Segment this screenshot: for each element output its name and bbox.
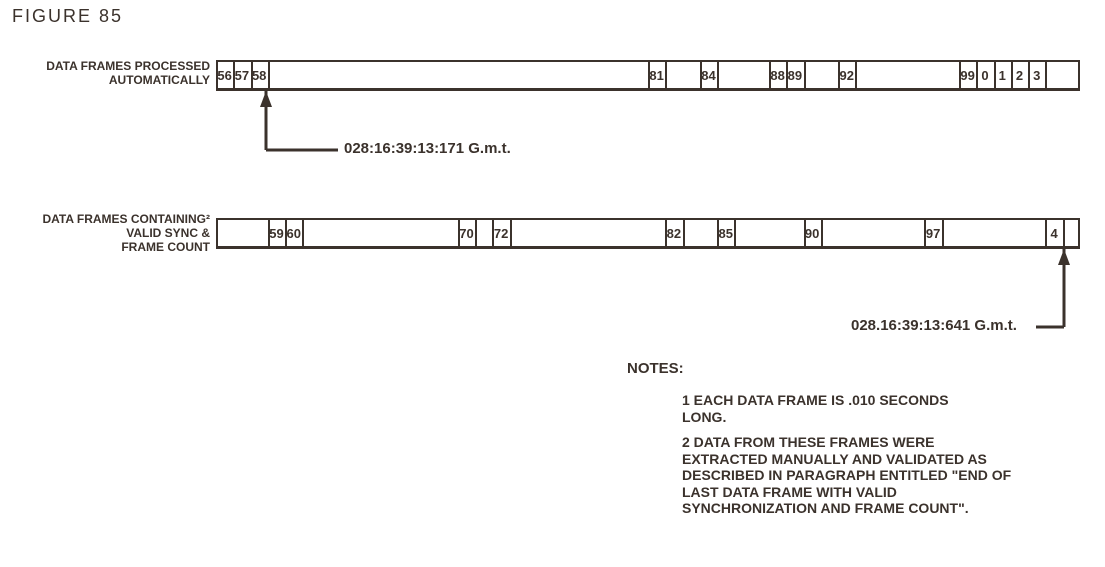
frame-cell: 97 (924, 218, 941, 249)
note-1: 1 EACH DATA FRAME IS .010 SECONDS LONG. (682, 392, 982, 425)
timeline-rule-bottom (216, 246, 1080, 249)
frame-cell: 57 (233, 60, 250, 91)
frame-cell: 89 (786, 60, 803, 91)
frame-cell: 90 (804, 218, 821, 249)
row-label-valid: DATA FRAMES CONTAINING²VALID SYNC &FRAME… (0, 213, 210, 254)
frame-cell: 70 (458, 218, 475, 249)
frame-cell: 0 (976, 60, 993, 91)
frame-cell: 60 (285, 218, 302, 249)
timeline-tick (302, 218, 304, 249)
timeline-tick (717, 60, 719, 91)
frame-cell: 92 (838, 60, 855, 91)
frame-cell: 3 (1028, 60, 1045, 91)
timeline-tick (942, 218, 944, 249)
frame-cell: 99 (959, 60, 976, 91)
frame-cell: 4 (1045, 218, 1062, 249)
row-label-line: DATA FRAMES CONTAINING² (0, 213, 210, 227)
timeline-tick (804, 60, 806, 91)
timeline-tick (821, 218, 823, 249)
timeline-tick (1063, 218, 1065, 249)
timeline-tick (268, 60, 270, 91)
frame-cell: 58 (251, 60, 268, 91)
frame-cell: 85 (717, 218, 734, 249)
note-2: 2 DATA FROM THESE FRAMES WERE EXTRACTED … (682, 434, 1012, 517)
figure-title: FIGURE 85 (12, 6, 123, 27)
frame-cell: 56 (216, 60, 233, 91)
timeline-auto: 565758 81 84 8889 92 990123 (216, 60, 1080, 91)
timeline-tick (475, 218, 477, 249)
frame-cell: 84 (700, 60, 717, 91)
frame-cell: 1 (994, 60, 1011, 91)
frame-cell: 88 (769, 60, 786, 91)
row-label-auto: DATA FRAMES PROCESSEDAUTOMATICALLY (10, 60, 210, 88)
annotation-arrow-auto (266, 91, 344, 154)
row-label-line: DATA FRAMES PROCESSED (10, 60, 210, 74)
timeline-tick (510, 218, 512, 249)
timeline-tick (734, 218, 736, 249)
annotation-text-auto: 028:16:39:13:171 G.m.t. (344, 140, 511, 157)
frame-cell: 81 (648, 60, 665, 91)
frame-cell: 59 (268, 218, 285, 249)
frame-cell: 2 (1011, 60, 1028, 91)
timeline-tick (683, 218, 685, 249)
timeline-tick (855, 60, 857, 91)
timeline-endcap (216, 218, 218, 249)
timeline-endcap (1078, 60, 1080, 91)
frame-cell: 82 (665, 218, 682, 249)
timeline-tick (1045, 60, 1047, 91)
timeline-tick (665, 60, 667, 91)
row-label-line: FRAME COUNT (0, 241, 210, 255)
annotation-text-valid: 028.16:39:13:641 G.m.t. (851, 317, 1017, 334)
timeline-rule-top (216, 218, 1080, 220)
annotation-arrow-valid (1040, 249, 1080, 331)
notes-heading: NOTES: (627, 360, 684, 377)
timeline-endcap (1078, 218, 1080, 249)
frame-cell: 72 (492, 218, 509, 249)
timeline-valid: 5960 70 72 82 85 90 97 4 (216, 218, 1080, 249)
row-label-line: AUTOMATICALLY (10, 74, 210, 88)
row-label-line: VALID SYNC & (0, 227, 210, 241)
